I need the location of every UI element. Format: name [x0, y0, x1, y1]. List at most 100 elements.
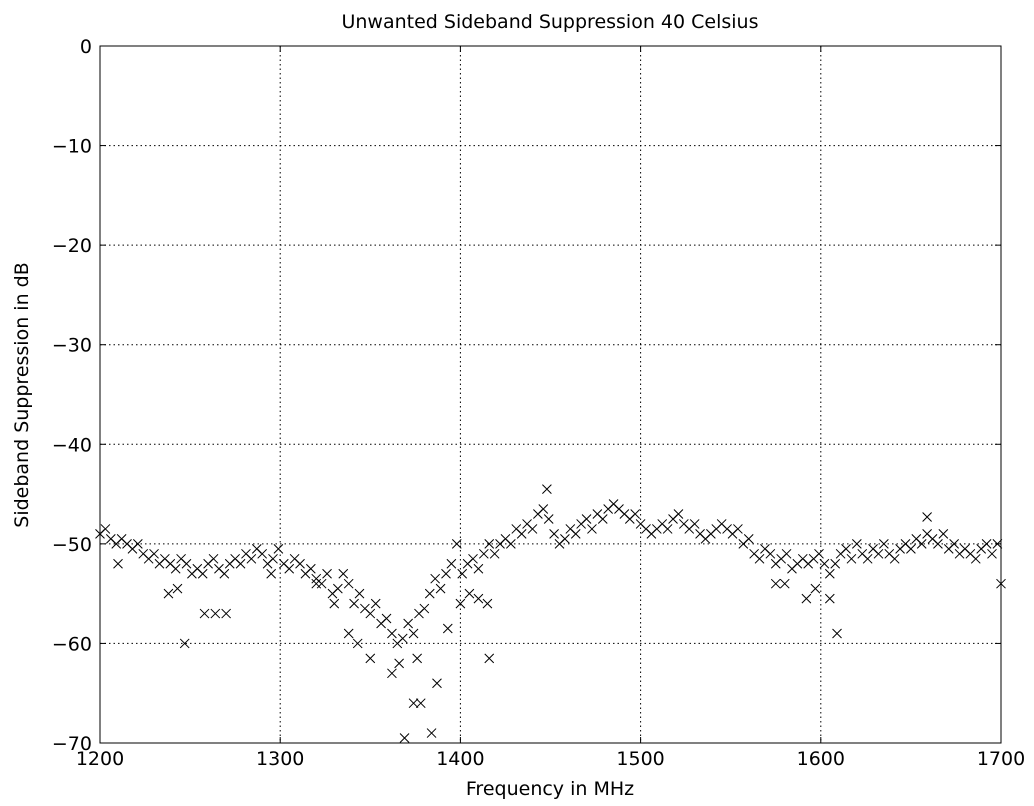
point — [733, 524, 743, 534]
point — [851, 539, 862, 549]
point — [430, 573, 441, 584]
point — [316, 578, 327, 589]
point — [329, 598, 340, 609]
point — [455, 598, 466, 609]
point — [387, 668, 397, 679]
x-tick-label: 1200 — [76, 748, 124, 770]
point — [387, 628, 397, 639]
y-tick-label: 0 — [80, 36, 92, 58]
point — [846, 553, 857, 564]
point — [862, 553, 873, 564]
point — [543, 514, 554, 524]
point — [779, 578, 790, 589]
point — [810, 583, 821, 594]
point — [916, 539, 927, 549]
point — [305, 563, 316, 574]
point — [981, 539, 992, 549]
point — [170, 563, 181, 574]
point — [221, 608, 231, 619]
point — [343, 628, 354, 639]
point — [322, 568, 332, 579]
point — [482, 598, 493, 609]
point — [446, 558, 457, 569]
point — [349, 598, 359, 609]
point — [597, 514, 608, 524]
point — [506, 539, 516, 549]
point — [570, 529, 581, 539]
point — [473, 563, 484, 574]
point — [208, 553, 219, 564]
point — [149, 548, 159, 559]
point — [542, 484, 552, 494]
point — [673, 509, 684, 519]
point — [399, 733, 410, 743]
point — [970, 553, 981, 564]
y-tick-label: −50 — [52, 534, 92, 556]
point — [354, 588, 365, 599]
point — [933, 539, 943, 549]
point — [873, 548, 884, 559]
point — [235, 558, 246, 569]
point — [412, 653, 423, 664]
point — [311, 578, 322, 589]
point — [457, 568, 468, 579]
point — [426, 728, 437, 738]
point — [266, 568, 277, 579]
point — [210, 608, 221, 619]
point — [879, 539, 889, 549]
point — [560, 534, 570, 544]
x-tick-label: 1300 — [256, 748, 304, 770]
point — [343, 578, 354, 589]
point — [408, 698, 419, 709]
x-tick-label: 1400 — [436, 748, 484, 770]
point — [949, 539, 960, 549]
point — [197, 568, 208, 579]
point — [992, 539, 1003, 549]
point — [179, 638, 190, 649]
x-axis-label: Frequency in MHz — [466, 778, 634, 800]
point — [489, 548, 500, 559]
point — [432, 678, 442, 689]
point — [403, 618, 413, 629]
y-tick-label: −40 — [52, 434, 92, 456]
y-tick-label: −10 — [52, 136, 92, 158]
point — [246, 553, 257, 564]
point — [100, 524, 111, 534]
point — [781, 548, 792, 559]
point — [219, 568, 230, 579]
point — [268, 553, 278, 564]
point — [338, 568, 349, 579]
y-tick-label: −60 — [52, 633, 92, 655]
x-tick-label: 1700 — [977, 748, 1025, 770]
point — [113, 558, 123, 569]
point — [408, 628, 419, 639]
point — [273, 543, 284, 554]
point — [397, 633, 408, 644]
point — [516, 529, 527, 539]
point — [295, 558, 305, 569]
chart-title: Unwanted Sideband Suppression 40 Celsius — [341, 11, 758, 33]
point — [581, 514, 592, 524]
point — [630, 509, 641, 519]
point — [987, 548, 997, 559]
point — [830, 558, 841, 569]
point — [484, 653, 495, 664]
y-tick-label: −30 — [52, 335, 92, 357]
point — [441, 568, 451, 579]
point — [814, 548, 824, 559]
point — [906, 543, 916, 554]
point — [468, 553, 478, 564]
point — [365, 653, 376, 664]
point — [841, 543, 851, 554]
point — [181, 558, 192, 569]
point — [824, 568, 835, 579]
point — [381, 613, 392, 624]
point — [172, 583, 183, 594]
point — [257, 548, 268, 559]
point — [770, 578, 781, 589]
point — [662, 524, 673, 534]
point — [484, 539, 495, 549]
point — [394, 658, 404, 669]
point — [754, 553, 765, 564]
